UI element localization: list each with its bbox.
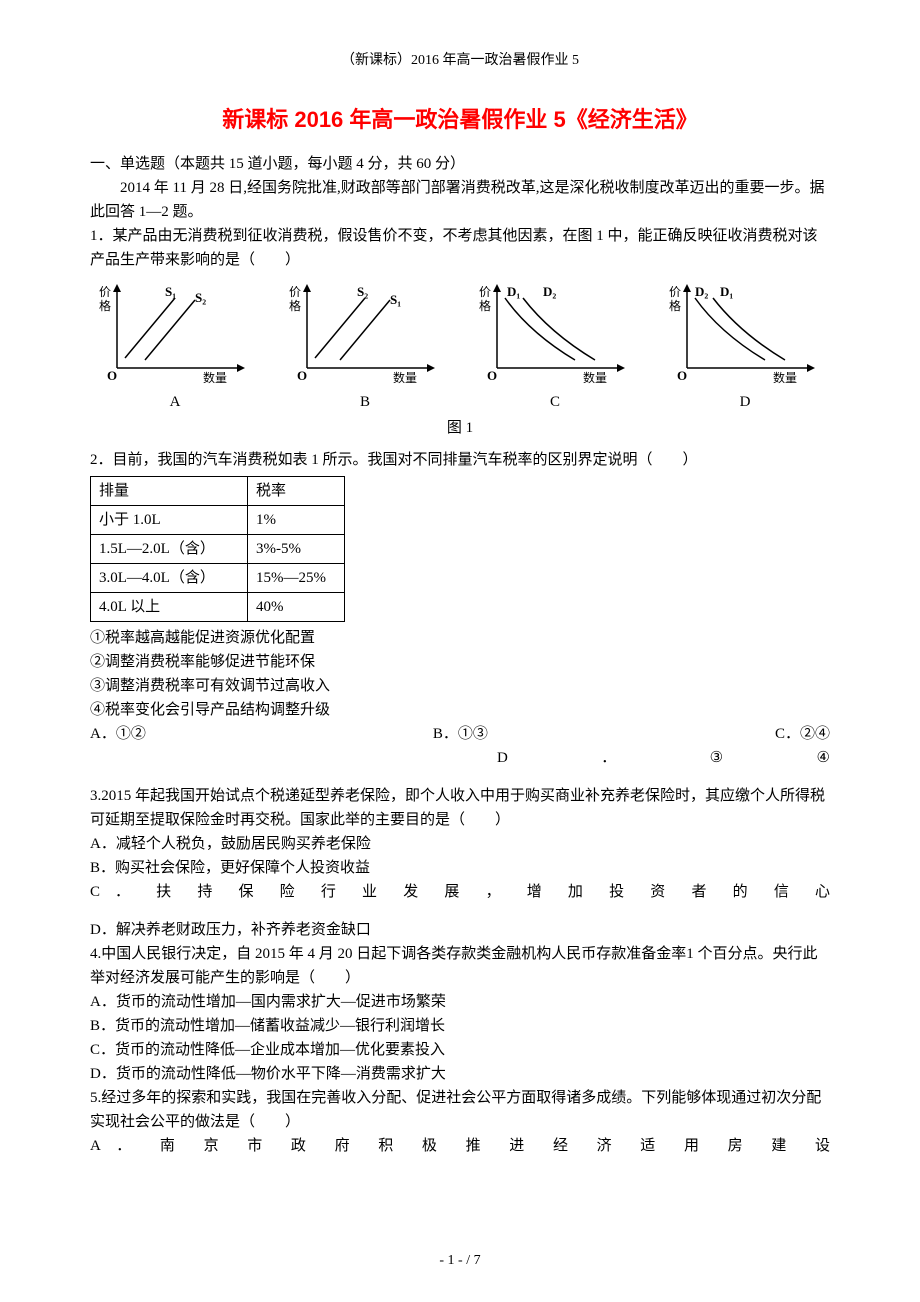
table-cell: 小于 1.0L xyxy=(91,505,248,534)
q3-option-d: D．解决养老财政压力，补齐养老资金缺口 xyxy=(90,918,830,942)
svg-text:S₂: S₂ xyxy=(195,290,206,305)
svg-text:D₁: D₁ xyxy=(507,284,520,299)
q2-options-row: A．①② B．①③ C．②④ xyxy=(90,722,830,746)
intro-text: 2014 年 11 月 28 日,经国务院批准,财政部等部门部署消费税改革,这是… xyxy=(90,176,830,224)
figure-panel-b: 价 格 O 数量 S₂ S₁ B xyxy=(280,278,450,414)
svg-text:数量: 数量 xyxy=(773,370,797,385)
svg-text:O: O xyxy=(297,368,307,383)
table-row: 4.0L 以上40% xyxy=(91,592,345,621)
page-title: 新课标 2016 年高一政治暑假作业 5《经济生活》 xyxy=(90,102,830,137)
svg-text:D₁: D₁ xyxy=(720,284,733,299)
svg-text:格: 格 xyxy=(289,298,301,313)
svg-text:价: 价 xyxy=(289,285,301,299)
q2-item-1: ①税率越高越能促进资源优化配置 xyxy=(90,626,830,650)
q2-option-c: C．②④ xyxy=(775,722,830,746)
table-row: 1.5L—2.0L（含）3%-5% xyxy=(91,534,345,563)
table-cell: 3.0L—4.0L（含） xyxy=(91,563,248,592)
q2-option-b: B．①③ xyxy=(433,722,488,746)
y-axis-label-2: 格 xyxy=(99,298,111,313)
spacer xyxy=(90,904,830,918)
figure-1: 价 格 O 数量 S₁ S₂ A 价 格 xyxy=(90,278,830,414)
panel-label-b: B xyxy=(280,390,450,414)
svg-text:S₂: S₂ xyxy=(357,284,368,299)
q2-option-d-row: D．③④ xyxy=(90,746,830,770)
q2-item-2: ②调整消费税率能够促进节能环保 xyxy=(90,650,830,674)
table-row: 排量税率 xyxy=(91,476,345,505)
spacer xyxy=(90,770,830,784)
q4-option-a: A．货币的流动性增加—国内需求扩大—促进市场繁荣 xyxy=(90,990,830,1014)
table-cell: 1% xyxy=(248,505,345,534)
svg-text:S₁: S₁ xyxy=(165,284,176,299)
figure-panel-a: 价 格 O 数量 S₁ S₂ A xyxy=(90,278,260,414)
table-cell: 税率 xyxy=(248,476,345,505)
svg-text:O: O xyxy=(677,368,687,383)
svg-text:数量: 数量 xyxy=(583,370,607,385)
svg-text:价: 价 xyxy=(669,285,681,299)
svg-text:格: 格 xyxy=(479,298,491,313)
y-axis-label: 价 xyxy=(99,285,111,299)
q2-item-3: ③调整消费税率可有效调节过高收入 xyxy=(90,674,830,698)
panel-label-a: A xyxy=(90,390,260,414)
svg-text:O: O xyxy=(487,368,497,383)
page: （新课标）2016 年高一政治暑假作业 5 新课标 2016 年高一政治暑假作业… xyxy=(0,0,920,1302)
q3-option-c: C ． 扶 持 保 险 行 业 发 展 ， 增 加 投 资 者 的 信 心 xyxy=(90,880,830,904)
svg-text:D₂: D₂ xyxy=(695,284,708,299)
question-2: 2．目前，我国的汽车消费税如表 1 所示。我国对不同排量汽车税率的区别界定说明（… xyxy=(90,448,830,472)
q2-option-a: A．①② xyxy=(90,722,146,746)
svg-text:S₁: S₁ xyxy=(390,292,401,307)
section-heading: 一、单选题（本题共 15 道小题，每小题 4 分，共 60 分） xyxy=(90,152,830,176)
question-4: 4.中国人民银行决定，自 2015 年 4 月 20 日起下调各类存款类金融机构… xyxy=(90,942,830,990)
panel-label-d: D xyxy=(660,390,830,414)
svg-text:数量: 数量 xyxy=(393,370,417,385)
svg-text:O: O xyxy=(107,368,117,383)
page-footer: - 1 - / 7 xyxy=(0,1250,920,1272)
table-cell: 4.0L 以上 xyxy=(91,592,248,621)
figure-caption: 图 1 xyxy=(90,416,830,440)
table-cell: 1.5L—2.0L（含） xyxy=(91,534,248,563)
question-1: 1．某产品由无消费税到征收消费税，假设售价不变，不考虑其他因素，在图 1 中，能… xyxy=(90,224,830,272)
svg-text:数量: 数量 xyxy=(203,370,227,385)
tax-table: 排量税率 小于 1.0L1% 1.5L—2.0L（含）3%-5% 3.0L—4.… xyxy=(90,476,345,622)
table-row: 小于 1.0L1% xyxy=(91,505,345,534)
q3-option-b: B．购买社会保险，更好保障个人投资收益 xyxy=(90,856,830,880)
table-cell: 40% xyxy=(248,592,345,621)
q4-option-d: D．货币的流动性降低—物价水平下降—消费需求扩大 xyxy=(90,1062,830,1086)
svg-text:格: 格 xyxy=(669,298,681,313)
running-header: （新课标）2016 年高一政治暑假作业 5 xyxy=(90,50,830,72)
question-5: 5.经过多年的探索和实践，我国在完善收入分配、促进社会公平方面取得诸多成绩。下列… xyxy=(90,1086,830,1134)
q4-option-c: C．货币的流动性降低—企业成本增加—优化要素投入 xyxy=(90,1038,830,1062)
svg-text:D₂: D₂ xyxy=(543,284,556,299)
q3-option-a: A．减轻个人税负，鼓励居民购买养老保险 xyxy=(90,832,830,856)
panel-label-c: C xyxy=(470,390,640,414)
q2-item-4: ④税率变化会引导产品结构调整升级 xyxy=(90,698,830,722)
svg-text:价: 价 xyxy=(479,285,491,299)
table-cell: 15%—25% xyxy=(248,563,345,592)
figure-panel-d: 价 格 O 数量 D₂ D₁ D xyxy=(660,278,830,414)
table-cell: 3%-5% xyxy=(248,534,345,563)
table-row: 3.0L—4.0L（含）15%—25% xyxy=(91,563,345,592)
q4-option-b: B．货币的流动性增加—储蓄收益减少—银行利润增长 xyxy=(90,1014,830,1038)
question-3: 3.2015 年起我国开始试点个税递延型养老保险，即个人收入中用于购买商业补充养… xyxy=(90,784,830,832)
figure-panel-c: 价 格 O 数量 D₁ D₂ C xyxy=(470,278,640,414)
q5-option-a: A ． 南 京 市 政 府 积 极 推 进 经 济 适 用 房 建 设 xyxy=(90,1134,830,1158)
table-cell: 排量 xyxy=(91,476,248,505)
